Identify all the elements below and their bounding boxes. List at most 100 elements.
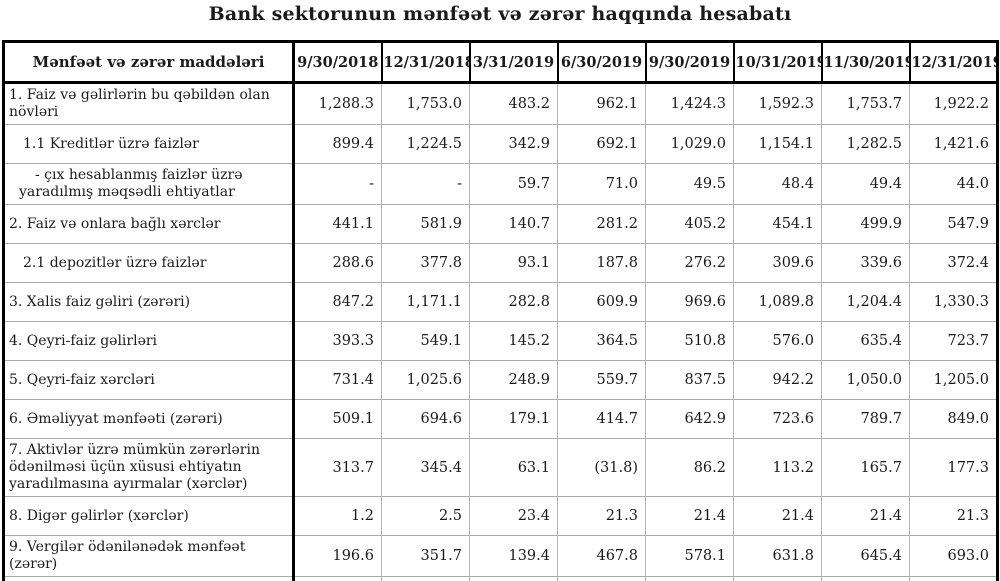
- value-cell: 140.7: [469, 204, 558, 244]
- value-cell: 339.6: [821, 243, 910, 283]
- value-cell: 1,753.0: [381, 82, 470, 125]
- value-cell: 849.0: [909, 399, 998, 439]
- value-cell: 281.2: [557, 204, 646, 244]
- value-cell: 962.1: [557, 82, 646, 125]
- value-cell: 576.0: [733, 321, 822, 361]
- table-row: 9. Vergilər ödənilənədək mənfəət (zərər)…: [3, 535, 998, 577]
- table-row: 5. Qeyri-faiz xərcləri 731.4 1,025.6 248.9 5…: [3, 360, 998, 400]
- table-row: 3. Xalis faiz gəliri (zərəri) 847.2 1,171.…: [3, 282, 998, 322]
- table-row: 7. Aktivlər üzrə mümkün zərərlərin ödəni…: [3, 438, 998, 497]
- value-cell: 377.8: [381, 243, 470, 283]
- value-cell: 789.7: [821, 399, 910, 439]
- value-cell: 609.9: [557, 282, 646, 322]
- table-row: 6. Əməliyyat mənfəəti (zərəri) 509.1 694.6…: [3, 399, 998, 439]
- value-cell: 44.0: [909, 163, 998, 205]
- value-cell: 694.6: [381, 399, 470, 439]
- header-date: 12/31/2018: [380, 41, 470, 84]
- value-cell: 441.1: [293, 204, 382, 244]
- value-cell: 693.0: [909, 535, 998, 577]
- value-cell: 899.4: [293, 124, 382, 164]
- row-label: 6. Əməliyyat mənfəəti (zərəri): [3, 399, 295, 439]
- value-cell: 510.8: [645, 321, 734, 361]
- value-cell: 1,592.3: [733, 82, 822, 125]
- header-date: 9/30/2019: [644, 41, 734, 84]
- value-cell: 276.2: [645, 243, 734, 283]
- value-cell: 139.4: [469, 535, 558, 577]
- value-cell: 55.4: [645, 576, 734, 581]
- row-label: 8. Digər gəlirlər (xərclər): [3, 496, 295, 536]
- value-cell: 1,089.8: [733, 282, 822, 322]
- header-date: 11/30/2019: [820, 41, 910, 84]
- value-cell: 342.9: [469, 124, 558, 164]
- value-cell: 72.3: [381, 576, 470, 581]
- value-cell: 1,154.1: [733, 124, 822, 164]
- value-cell: 1.2: [293, 496, 382, 536]
- value-cell: 187.8: [557, 243, 646, 283]
- value-cell: 156.1: [909, 576, 998, 581]
- header-date: 12/31/2019: [908, 41, 998, 84]
- value-cell: 248.9: [469, 360, 558, 400]
- table-row: - çıx hesablanmış faizlər üzrə yaradılmı…: [3, 163, 998, 205]
- value-cell: 1,288.3: [293, 82, 382, 125]
- value-cell: 942.2: [733, 360, 822, 400]
- table-row: 2. Faiz və onlara bağlı xərclər 441.1 581.…: [3, 204, 998, 244]
- value-cell: 547.9: [909, 204, 998, 244]
- value-cell: 21.3: [557, 496, 646, 536]
- value-cell: 34.4: [557, 576, 646, 581]
- row-label: 10. Mənfəətdən vergilər: [3, 576, 295, 581]
- value-cell: 21.4: [733, 496, 822, 536]
- value-cell: 71.0: [557, 163, 646, 205]
- table-row: 1. Faiz və gəlirlərin bu qəbildən olan n…: [3, 82, 998, 125]
- value-cell: 499.9: [821, 204, 910, 244]
- table-row: 8. Digər gəlirlər (xərclər) 1.2 2.5 23.4 21.…: [3, 496, 998, 536]
- table-row: 10. Mənfəətdən vergilər24.872.315.534.45…: [3, 576, 998, 581]
- value-cell: 93.1: [469, 243, 558, 283]
- value-cell: 1,205.0: [909, 360, 998, 400]
- value-cell: 364.5: [557, 321, 646, 361]
- table-row: 2.1 depozitlər üzrə faizlər 288.6 377.8 93.…: [3, 243, 998, 283]
- value-cell: 631.8: [733, 535, 822, 577]
- value-cell: 1,753.7: [821, 82, 910, 125]
- value-cell: 113.2: [733, 438, 822, 497]
- value-cell: 635.4: [821, 321, 910, 361]
- value-cell: 21.4: [645, 496, 734, 536]
- value-cell: 15.5: [469, 576, 558, 581]
- profit-loss-table: Mənfəət və zərər maddələri 9/30/2018 12/…: [2, 40, 999, 581]
- value-cell: 723.7: [909, 321, 998, 361]
- value-cell: 49.5: [645, 163, 734, 205]
- value-cell: 642.9: [645, 399, 734, 439]
- header-date: 6/30/2019: [556, 41, 646, 84]
- value-cell: 1,224.5: [381, 124, 470, 164]
- value-cell: 288.6: [293, 243, 382, 283]
- value-cell: 309.6: [733, 243, 822, 283]
- value-cell: 723.6: [733, 399, 822, 439]
- value-cell: -: [381, 163, 470, 205]
- value-cell: 969.6: [645, 282, 734, 322]
- value-cell: 49.4: [821, 163, 910, 205]
- header-date: 3/31/2019: [468, 41, 558, 84]
- value-cell: 578.1: [645, 535, 734, 577]
- value-cell: 1,050.0: [821, 360, 910, 400]
- value-cell: 692.1: [557, 124, 646, 164]
- value-cell: 282.8: [469, 282, 558, 322]
- value-cell: 59.7: [469, 163, 558, 205]
- value-cell: 177.3: [909, 438, 998, 497]
- value-cell: 1,171.1: [381, 282, 470, 322]
- value-cell: 1,282.5: [821, 124, 910, 164]
- row-label: 9. Vergilər ödənilənədək mənfəət (zərər): [3, 535, 295, 577]
- value-cell: 1,421.6: [909, 124, 998, 164]
- value-cell: 483.2: [469, 82, 558, 125]
- value-cell: 549.1: [381, 321, 470, 361]
- value-cell: 24.8: [293, 576, 382, 581]
- row-label: 1. Faiz və gəlirlərin bu qəbildən olan n…: [3, 82, 295, 125]
- value-cell: 145.2: [469, 321, 558, 361]
- value-cell: 1,330.3: [909, 282, 998, 322]
- value-cell: 179.1: [469, 399, 558, 439]
- value-cell: (31.8): [557, 438, 646, 497]
- value-cell: 69.0: [821, 576, 910, 581]
- page-title: Bank sektorunun mənfəət və zərər haqqınd…: [208, 3, 792, 25]
- header-date: 9/30/2018: [292, 41, 382, 84]
- value-cell: 559.7: [557, 360, 646, 400]
- value-cell: 21.3: [909, 496, 998, 536]
